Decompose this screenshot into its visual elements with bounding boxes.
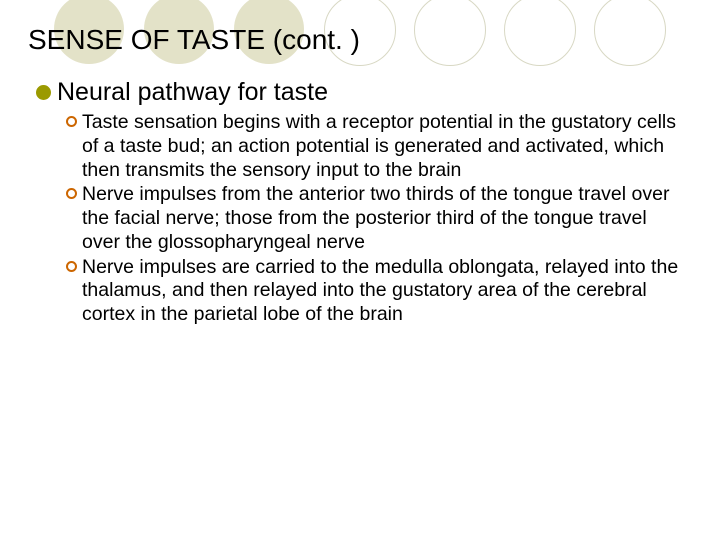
list-item-text: Nerve impulses are carried to the medull… bbox=[82, 256, 680, 327]
bullet-list: Taste sensation begins with a receptor p… bbox=[28, 111, 690, 327]
slide-content: SENSE OF TASTE (cont. ) Neural pathway f… bbox=[0, 0, 720, 327]
list-item: Nerve impulses are carried to the medull… bbox=[66, 256, 680, 327]
list-item-text: Taste sensation begins with a receptor p… bbox=[82, 111, 680, 182]
ring-bullet-icon bbox=[66, 116, 77, 127]
slide-title: SENSE OF TASTE (cont. ) bbox=[28, 24, 690, 56]
disc-bullet-icon bbox=[36, 85, 51, 100]
list-item-text: Nerve impulses from the anterior two thi… bbox=[82, 183, 680, 254]
ring-bullet-icon bbox=[66, 188, 77, 199]
ring-bullet-icon bbox=[66, 261, 77, 272]
list-item: Taste sensation begins with a receptor p… bbox=[66, 111, 680, 182]
list-item: Nerve impulses from the anterior two thi… bbox=[66, 183, 680, 254]
subheading-row: Neural pathway for taste bbox=[36, 78, 690, 107]
subheading-text: Neural pathway for taste bbox=[57, 78, 328, 107]
